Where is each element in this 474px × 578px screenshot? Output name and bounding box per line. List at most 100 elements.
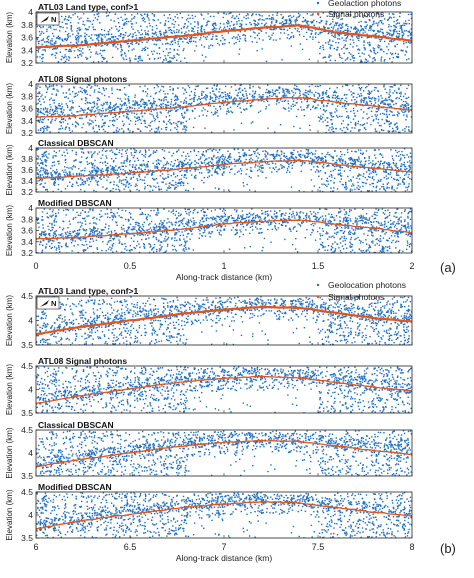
geolocation-photon (332, 94, 334, 96)
geolocation-photon (242, 101, 244, 103)
geolocation-photon (53, 164, 56, 166)
geolocation-photon (318, 95, 321, 97)
geolocation-photon (241, 97, 243, 99)
geolocation-photon (292, 98, 294, 100)
geolocation-photon (36, 182, 38, 184)
geolocation-photon (37, 92, 39, 95)
geolocation-photon (184, 128, 186, 130)
geolocation-photon (180, 178, 182, 180)
geolocation-photon (195, 177, 197, 179)
geolocation-photon (195, 174, 197, 177)
geolocation-photon (339, 174, 342, 177)
geolocation-photon (146, 26, 148, 28)
geolocation-photon (188, 38, 191, 41)
geolocation-photon (46, 88, 49, 91)
geolocation-photon (119, 103, 122, 106)
geolocation-photon (58, 131, 60, 133)
geolocation-photon (208, 45, 210, 47)
geolocation-photon (267, 153, 269, 155)
geolocation-photon (134, 185, 136, 187)
geolocation-photon (272, 167, 274, 169)
geolocation-photon (375, 33, 378, 35)
geolocation-photon (45, 165, 47, 167)
geolocation-photon (358, 174, 360, 176)
geolocation-photon (252, 85, 254, 88)
geolocation-photon (322, 191, 324, 192)
geolocation-photon (254, 190, 256, 192)
signal-photon-point (185, 105, 188, 108)
geolocation-photon (139, 37, 142, 39)
geolocation-photon (271, 91, 274, 94)
geolocation-photon (227, 32, 229, 34)
geolocation-photon (245, 23, 247, 26)
geolocation-photon (40, 183, 42, 185)
geolocation-photon (408, 130, 410, 132)
geolocation-photon (377, 46, 379, 48)
geolocation-photon (70, 21, 72, 24)
geolocation-photon (91, 120, 93, 122)
y-tick-label: 4 (28, 79, 33, 89)
geolocation-photon (96, 131, 98, 133)
geolocation-photon (94, 159, 96, 162)
geolocation-photon (107, 33, 110, 35)
geolocation-photon (118, 149, 121, 151)
y-tick-label: 3.4 (21, 116, 33, 126)
geolocation-photon (377, 90, 379, 92)
geolocation-photon (152, 150, 155, 152)
geolocation-photon (409, 166, 411, 168)
geolocation-photon (316, 162, 318, 164)
geolocation-photon (247, 100, 249, 103)
geolocation-photon (219, 169, 221, 171)
geolocation-photon (212, 23, 214, 25)
geolocation-photon (137, 30, 139, 32)
geolocation-photon (324, 27, 326, 29)
geolocation-photon (41, 127, 44, 129)
geolocation-photon (325, 22, 327, 25)
geolocation-photon (121, 165, 123, 167)
geolocation-photon (55, 28, 57, 31)
geolocation-photon (207, 104, 210, 107)
geolocation-photon (379, 162, 381, 164)
geolocation-photon (164, 96, 167, 98)
geolocation-photon (47, 39, 50, 41)
geolocation-photon (155, 34, 158, 36)
geolocation-photon (40, 127, 42, 130)
geolocation-photon (269, 95, 271, 97)
geolocation-photon (85, 99, 87, 102)
geolocation-photon (375, 118, 377, 120)
geolocation-photon (229, 191, 231, 192)
geolocation-photon (151, 177, 154, 180)
geolocation-photon (46, 114, 48, 116)
geolocation-photon (397, 36, 400, 38)
geolocation-photon (218, 149, 221, 151)
geolocation-photon (157, 116, 159, 119)
geolocation-photon (334, 97, 336, 99)
geolocation-photon (96, 85, 98, 87)
geolocation-photon (222, 43, 224, 45)
geolocation-photon (327, 124, 329, 127)
geolocation-photon (292, 158, 295, 160)
geolocation-photon (131, 18, 133, 20)
geolocation-photon (284, 107, 286, 110)
geolocation-photon (354, 31, 357, 34)
geolocation-photon (337, 42, 340, 44)
geolocation-photon (388, 98, 390, 101)
geolocation-photon (374, 98, 376, 100)
geolocation-photon (360, 190, 362, 192)
geolocation-photon (328, 175, 331, 178)
geolocation-photon (247, 17, 249, 19)
geolocation-photon (394, 90, 396, 92)
geolocation-photon (61, 55, 63, 58)
geolocation-photon (89, 180, 92, 183)
geolocation-photon (399, 131, 401, 133)
geolocation-photon (193, 150, 196, 152)
geolocation-photon (99, 109, 101, 111)
geolocation-photon (136, 41, 138, 44)
geolocation-photon (347, 116, 350, 118)
geolocation-photon (96, 102, 98, 105)
geolocation-photon (177, 165, 179, 167)
geolocation-photon (357, 149, 360, 151)
geolocation-photon (79, 53, 81, 56)
geolocation-photon (287, 88, 289, 91)
geolocation-photon (110, 33, 113, 35)
